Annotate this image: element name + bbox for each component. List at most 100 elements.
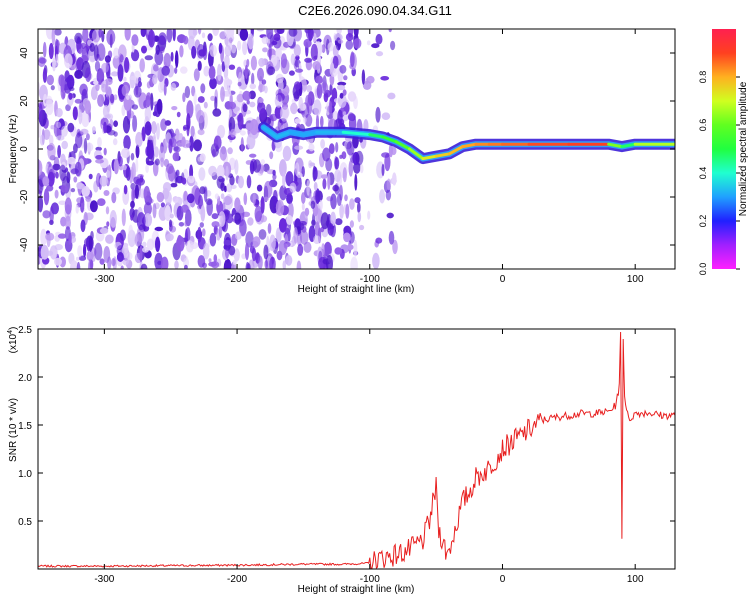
noise-speckle [122,243,129,259]
noise-speckle [139,245,143,263]
noise-speckle [152,74,158,85]
noise-speckle [135,131,143,148]
noise-speckle [59,164,67,181]
noise-speckle [65,104,71,112]
noise-speckle [70,188,76,193]
noise-speckle [181,177,187,185]
noise-speckle [207,33,213,42]
noise-speckle [113,120,118,127]
noise-speckle [155,44,160,55]
noise-speckle [170,183,178,188]
noise-speckle [275,199,285,216]
spectrogram-y-ticks: -40 -20 0 20 40 [19,47,675,252]
noise-speckle [150,92,154,111]
noise-speckle [145,164,149,173]
noise-speckle [342,111,347,116]
noise-speckle [263,196,270,201]
noise-speckle [232,259,237,265]
noise-speckle [186,193,195,204]
noise-speckle [171,106,178,111]
noise-speckle [101,62,109,73]
noise-speckle [282,145,292,162]
colorbar-tick-label: 0.8 [698,71,708,84]
noise-speckle [89,259,94,269]
noise-speckle [146,160,155,166]
noise-speckle [379,189,386,204]
noise-speckle [99,227,109,234]
noise-speckle [223,258,232,269]
noise-speckle [209,232,217,247]
noise-speckle [203,101,208,109]
noise-speckle [387,92,396,100]
colorbar-tick-label: 0.0 [698,263,708,276]
noise-speckle [131,186,135,204]
noise-speckle [141,45,147,54]
noise-speckle [97,94,105,107]
noise-speckle [275,227,282,243]
noise-speckle [313,235,321,245]
noise-speckle [83,138,88,154]
noise-speckle [366,75,375,84]
noise-speckle [294,145,304,150]
noise-speckle [134,184,139,199]
noise-speckle [311,219,316,226]
noise-speckle [60,125,68,137]
noise-speckle [249,118,259,136]
snr-exponent-label: (x104) [7,327,19,354]
noise-speckle [257,67,264,82]
noise-speckle [219,146,227,161]
svg-text:(x104): (x104) [7,327,19,354]
noise-speckle [57,233,67,239]
noise-speckle [237,40,242,51]
noise-speckle [302,79,307,92]
noise-speckle [297,243,304,256]
noise-speckle [258,229,267,240]
noise-speckle [130,152,135,161]
noise-speckle [85,67,92,83]
noise-speckle [285,255,293,266]
noise-speckle [354,173,358,191]
noise-speckle [181,204,189,213]
noise-speckle [286,193,293,205]
noise-speckle [105,234,114,244]
noise-speckle [93,44,99,62]
noise-speckle [237,71,243,90]
snr-exponent-close: ) [8,327,19,330]
snr-frame [37,328,676,570]
colorbar-ticks: 0.0 0.2 0.4 0.6 0.8 [698,71,740,276]
noise-speckle [343,232,351,243]
noise-speckle [159,46,165,54]
noise-speckle [48,134,54,146]
noise-speckle [42,210,51,219]
noise-speckle [299,230,309,245]
ridge-segment [421,154,438,161]
noise-speckle [208,165,217,177]
spectrogram-ridge [258,121,675,165]
spectrogram-y-tick-label: 40 [19,47,30,59]
noise-speckle [151,121,157,134]
noise-speckle [327,42,334,52]
noise-speckle [226,29,235,41]
noise-speckle [121,84,129,97]
noise-speckle [38,195,44,213]
noise-speckle [385,189,392,201]
snr-background [38,329,675,569]
noise-speckle [104,55,111,63]
snr-x-tick-label: -100 [360,574,380,585]
noise-speckle [56,121,62,129]
noise-speckle [239,130,246,136]
noise-speckle [220,86,225,102]
noise-speckle [224,209,231,215]
noise-speckle [168,138,173,154]
noise-speckle [89,200,98,213]
noise-speckle [106,29,116,46]
noise-speckle [339,92,344,99]
noise-speckle [38,103,43,122]
noise-speckle [288,29,298,37]
noise-speckle [269,113,278,122]
noise-speckle [44,113,48,120]
noise-speckle [335,142,339,153]
noise-speckle [161,65,170,76]
noise-speckle [148,198,154,204]
noise-speckle [52,163,61,171]
